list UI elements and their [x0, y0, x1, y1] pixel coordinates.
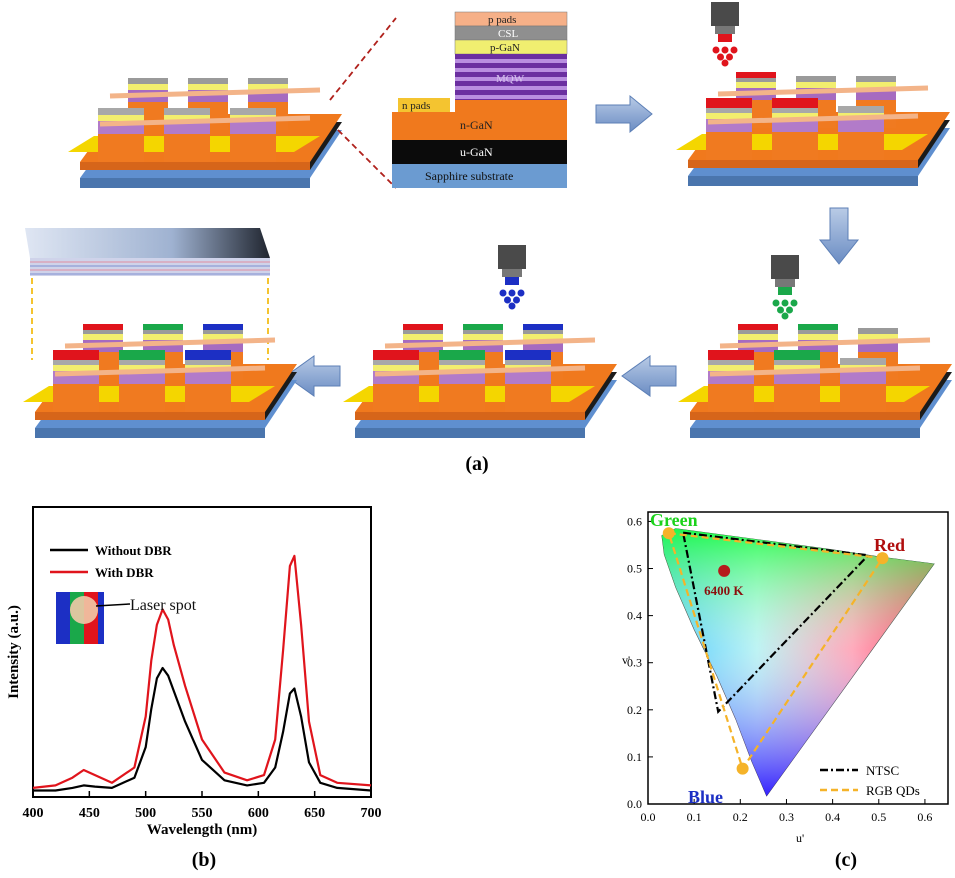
- x-tick-label-c: 0.4: [825, 810, 840, 824]
- layer-stack: p pads CSL p-GaN MQW n pads n-GaN u-GaN …: [392, 11, 568, 188]
- x-tick-label-b: 400: [23, 806, 44, 821]
- rgb-qds-vertex: [736, 762, 749, 775]
- layer-label-n-pads: n pads: [402, 100, 430, 112]
- printhead-red: [711, 2, 739, 67]
- spectral-locus-overlay: [661, 528, 935, 796]
- dbr-layer: [25, 228, 270, 360]
- label-blue: Blue: [688, 787, 723, 807]
- x-tick-label-b: 550: [192, 806, 213, 821]
- y-tick-label-c: 0.6: [627, 514, 642, 528]
- y-tick-label-c: 0.3: [627, 656, 642, 670]
- zoom-line-top: [329, 17, 397, 101]
- caption-a: (a): [465, 453, 488, 475]
- panel-c: 0.0 0.1 0.2 0.3 0.4 0.5 0.6 0.0 0.1 0.2 0.3 0.4 0.5 0…: [622, 510, 949, 871]
- label-green: Green: [650, 510, 698, 530]
- x-tick-label-c: 0.0: [641, 810, 656, 824]
- x-tick-label-b: 700: [361, 806, 382, 821]
- ntsc-triangle: [681, 531, 871, 714]
- legend-b: Without DBR With DBR: [50, 543, 172, 580]
- layer-label-substrate: Sapphire substrate: [425, 169, 513, 183]
- layer-label-p-pads: p pads: [488, 14, 516, 26]
- x-axis-ticks-b: 400 450 500 550 600 650 700: [23, 791, 382, 821]
- x-axis-label-b: Wavelength (nm): [147, 822, 257, 838]
- caption-c: (c): [835, 849, 857, 871]
- white-point-marker: [718, 564, 731, 577]
- x-tick-label-c: 0.5: [871, 810, 886, 824]
- x-tick-label-b: 650: [304, 806, 325, 821]
- x-tick-label-b: 500: [135, 806, 156, 821]
- process-arrow-down: [818, 207, 860, 265]
- panel-a: p pads CSL p-GaN MQW n pads n-GaN u-GaN …: [23, 2, 952, 475]
- layer-label-u-gan: u-GaN: [460, 145, 493, 159]
- y-axis-label-c: v': [622, 653, 630, 667]
- printhead-green: [771, 255, 799, 320]
- x-axis-label-c: u': [796, 831, 804, 845]
- layer-label-p-gan: p-GaN: [490, 42, 520, 54]
- led-array-step4: [343, 324, 617, 438]
- led-array-step1: [68, 78, 342, 188]
- plot-frame-c: [647, 511, 949, 805]
- legend-label-without-dbr: Without DBR: [95, 543, 172, 558]
- caption-b: (b): [192, 849, 216, 871]
- spectrum-lines: [32, 554, 372, 792]
- y-tick-label-c: 0.0: [627, 797, 642, 811]
- y-tick-label-c: 0.1: [627, 750, 642, 764]
- process-arrow-right: [595, 94, 653, 134]
- led-array-step2: [676, 72, 950, 186]
- x-tick-label-b: 450: [79, 806, 100, 821]
- y-axis-label-b: Intensity (a.u.): [6, 605, 22, 699]
- layer-label-csl: CSL: [498, 28, 518, 40]
- layer-label-mqw: MQW: [496, 73, 525, 85]
- panel-b: 400 450 500 550 600 650 700 Without DBR With D…: [6, 506, 382, 871]
- laser-spot-label: Laser spot: [130, 597, 197, 614]
- y-tick-label-c: 0.4: [627, 609, 642, 623]
- x-tick-label-c: 0.1: [687, 810, 702, 824]
- process-arrow-left-2: [285, 355, 341, 397]
- layer-label-n-gan: n-GaN: [460, 118, 493, 132]
- x-tick-label-c: 0.3: [779, 810, 794, 824]
- process-arrow-left-1: [621, 355, 677, 397]
- spectrum-line-without-dbr: [33, 666, 372, 792]
- label-red: Red: [874, 535, 905, 555]
- gamut-triangles: [662, 527, 889, 775]
- x-tick-label-c: 0.2: [733, 810, 748, 824]
- rgb-qds-vertex: [662, 527, 675, 540]
- led-array-step3: [678, 324, 952, 438]
- legend-label-rgb-qds: RGB QDs: [866, 783, 920, 798]
- zoom-line-bottom: [337, 129, 397, 189]
- y-tick-label-c: 0.5: [627, 562, 642, 576]
- legend-label-with-dbr: With DBR: [95, 565, 154, 580]
- white-point-label: 6400 K: [704, 583, 744, 598]
- printhead-blue: [498, 245, 526, 310]
- x-tick-label-c: 0.6: [917, 810, 932, 824]
- laser-spot-marker: [70, 596, 98, 624]
- axis-ticks-c: 0.0 0.1 0.2 0.3 0.4 0.5 0.6 0.0 0.1 0.2 0.3 0.4 0.5 0…: [627, 514, 932, 824]
- cie-gamut: [661, 528, 935, 797]
- rgb-qds-triangle: [667, 531, 885, 772]
- y-tick-label-c: 0.2: [627, 703, 642, 717]
- legend-c: NTSC RGB QDs: [820, 763, 920, 798]
- legend-label-ntsc: NTSC: [866, 763, 899, 778]
- pixel-inset: Laser spot: [56, 592, 197, 644]
- x-tick-label-b: 600: [248, 806, 269, 821]
- rgb-qds-vertex: [876, 552, 889, 565]
- led-array-step5: [23, 324, 297, 438]
- spectrum-line-with-dbr: [32, 554, 372, 789]
